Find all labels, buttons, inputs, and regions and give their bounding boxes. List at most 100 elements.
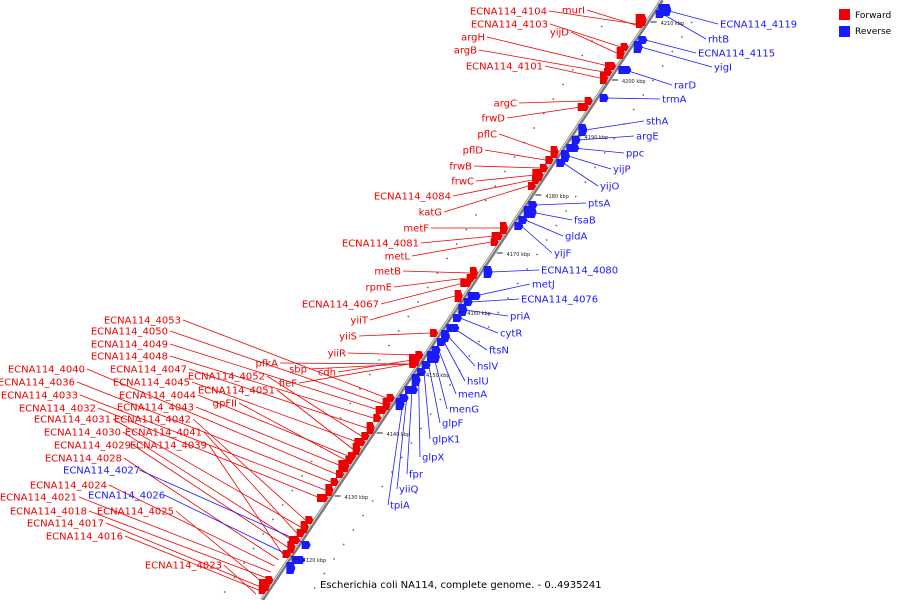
reverse-label-connector: [665, 9, 719, 25]
reverse-gene: [463, 298, 473, 306]
reverse-gene-label: ptsA: [588, 199, 610, 210]
axis-dot: [407, 315, 410, 318]
axis-dot: [497, 311, 500, 314]
axis-dot: [475, 214, 477, 216]
reverse-label-connector: [453, 327, 488, 351]
reverse-gene-label: rarD: [674, 81, 696, 92]
forward-label-connector: [169, 355, 374, 419]
reverse-label-connector: [535, 202, 587, 206]
reverse-label-connector: [406, 389, 413, 475]
forward-gene-label: ECNA114_4067: [302, 300, 379, 311]
reverse-label-connector: [490, 269, 540, 273]
reverse-gene: [421, 361, 431, 369]
reverse-gene-label: hslU: [467, 377, 489, 388]
forward-gene-label: ECNA114_4025: [97, 507, 174, 518]
forward-gene-label: ECNA114_4104: [470, 7, 547, 18]
axis-dot: [233, 576, 236, 579]
axis-dot: [526, 268, 529, 270]
forward-label-connector: [276, 389, 353, 450]
forward-label-connector: [475, 174, 536, 182]
forward-label-connector: [393, 277, 467, 288]
axis-dot: [397, 330, 400, 332]
reverse-gene: [437, 338, 446, 346]
axis-dot: [494, 185, 497, 187]
axis-dot: [429, 413, 432, 415]
axis-dot: [455, 243, 458, 245]
reverse-gene-label: argE: [636, 132, 659, 143]
forward-gene: [490, 238, 499, 246]
forward-label-connector: [506, 106, 581, 119]
forward-gene: [616, 47, 625, 59]
reverse-label-connector: [164, 494, 299, 561]
axis-dot: [410, 442, 413, 444]
reverse-gene-label: sthA: [646, 117, 668, 128]
forward-label-connector: [380, 282, 464, 305]
reverse-gene: [427, 351, 440, 363]
reverse-gene: [395, 398, 405, 410]
axis-dot: [603, 152, 606, 154]
forward-gene-label: pflC: [477, 130, 497, 141]
axis-dot: [671, 50, 674, 53]
forward-gene-label: ECNA114_4081: [342, 239, 419, 250]
axis-dot: [359, 388, 361, 390]
forward-gene: [287, 541, 296, 553]
reverse-label-connector: [465, 309, 509, 317]
axis-dot: [400, 456, 403, 459]
forward-label-connector: [298, 363, 410, 384]
axis-dot: [388, 344, 390, 347]
axis-dot: [349, 402, 352, 405]
forward-gene-label: ECNA114_4029: [54, 441, 131, 452]
forward-label-connector: [411, 241, 491, 257]
forward-gene-label: murI: [562, 6, 585, 17]
axis-dot: [562, 83, 564, 86]
reverse-gene: [446, 324, 460, 332]
forward-gene-label: ECNA114_4021: [0, 493, 77, 504]
forward-label-connector: [97, 407, 321, 499]
axis-dot: [516, 282, 519, 285]
forward-gene-label: ECNA114_4032: [19, 404, 96, 415]
forward-gene: [460, 279, 472, 287]
reverse-gene: [571, 136, 581, 144]
forward-gene-label: ECNA114_4048: [91, 352, 168, 363]
forward-label-connector: [484, 149, 546, 161]
reverse-gene-label: hslV: [477, 362, 498, 373]
reverse-gene: [453, 314, 462, 322]
axis-dot: [310, 460, 313, 463]
reverse-label-connector: [447, 335, 476, 367]
forward-gene-label: ECNA114_4051: [198, 386, 275, 397]
axis-dot: [681, 36, 683, 38]
forward-gene-label: ECNA114_4017: [27, 519, 104, 530]
legend-reverse-label: Reverse: [855, 27, 892, 37]
forward-gene-label: ECNA114_4018: [10, 507, 87, 518]
reverse-gene: [618, 66, 632, 74]
forward-gene-label: ECNA114_4040: [8, 365, 85, 376]
forward-gene-label: argB: [454, 46, 477, 57]
forward-gene-label: ECNA114_4050: [91, 327, 168, 338]
forward-gene-label: ECNA114_4036: [0, 378, 75, 389]
forward-label-connector: [443, 185, 529, 213]
axis-dot: [581, 54, 584, 57]
legend-forward-label: Forward: [855, 11, 891, 21]
forward-label-connector: [112, 418, 301, 528]
reverse-label-connector: [474, 283, 531, 297]
axis-dot: [436, 272, 439, 274]
reverse-gene-label: gldA: [565, 232, 587, 243]
axis-dot: [371, 500, 374, 502]
axis-dot: [642, 94, 645, 96]
axis-dot: [533, 127, 535, 129]
axis-dot: [600, 25, 603, 28]
axis-tick-label: 4150 kbp: [426, 373, 450, 379]
forward-label-connector: [498, 133, 551, 153]
forward-gene-label: ECNA114_4053: [104, 316, 181, 327]
axis-dot: [446, 257, 448, 260]
forward-gene: [600, 72, 608, 84]
reverse-gene-label: metJ: [532, 280, 555, 291]
forward-label-connector: [88, 510, 267, 579]
axis-tick-label: 4170 kbp: [507, 252, 531, 258]
reverse-gene: [566, 144, 580, 152]
forward-gene-label: ECNA114_4030: [44, 428, 121, 439]
axis-dot: [513, 156, 516, 158]
forward-label-connector: [195, 406, 342, 467]
